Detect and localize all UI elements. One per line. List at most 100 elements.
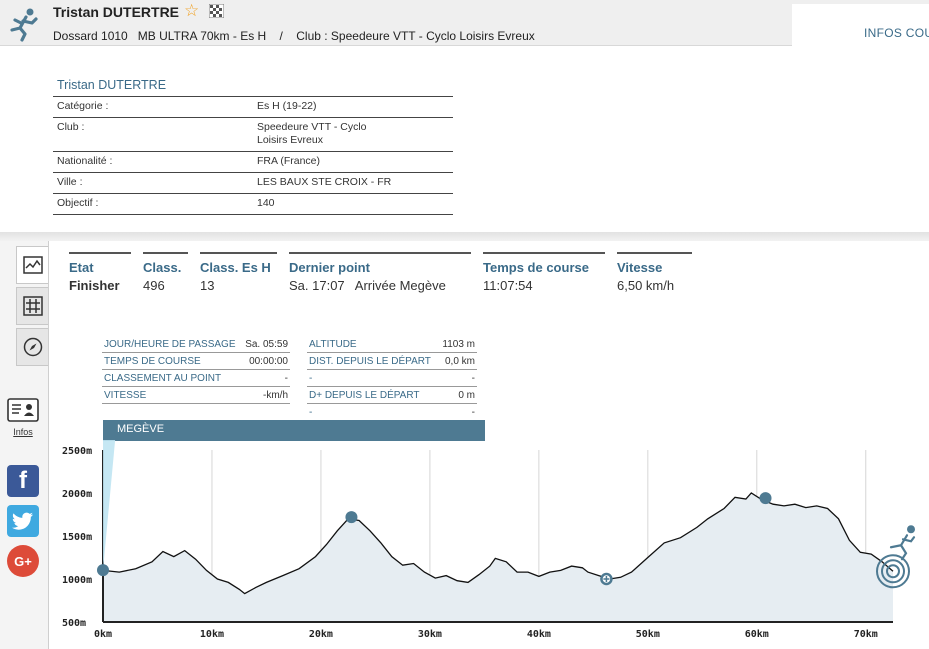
checkpoint-plus xyxy=(603,576,610,582)
finish-target-ring xyxy=(886,564,900,579)
checkpoint-banner: MEGÈVE xyxy=(103,420,485,441)
y-tick-label: 500m xyxy=(62,618,86,629)
stat-temps-course: Temps de course 11:07:54 xyxy=(483,252,605,293)
google-plus-share-button[interactable]: G+ xyxy=(7,545,39,577)
elevation-profile-chart[interactable]: 500m 1000m 1500m 2000m 2500m 0km 10km 20km 30km 4… xyxy=(50,440,929,649)
passage-row: TEMPS DE COURSE 00:00:00 xyxy=(102,353,290,370)
x-tick-label: 50km xyxy=(636,629,660,640)
infos-label: Infos xyxy=(13,427,33,437)
stat-label: Class. Es H xyxy=(200,260,271,275)
stat-class: Class. 496 xyxy=(143,252,188,293)
grid-view-button[interactable] xyxy=(16,287,48,325)
x-tick-label: 0km xyxy=(94,629,112,640)
bib-number: Dossard 1010 xyxy=(53,29,128,43)
runner-subtitle: Dossard 1010 MB ULTRA 70km - Es H / Club… xyxy=(53,29,535,43)
facebook-icon: f xyxy=(19,467,27,494)
info-value: LES BAUX STE CROIX - FR xyxy=(257,176,392,188)
compass-view-button[interactable] xyxy=(16,328,48,366)
passage-row: -- xyxy=(307,370,477,387)
passage-label: TEMPS DE COURSE xyxy=(104,355,201,367)
runner-info-table: Tristan DUTERTRE Catégorie : Es H (19-22… xyxy=(53,76,453,215)
stat-value: Sa. 17:07 Arrivée Megève xyxy=(289,278,446,293)
header-bar: Tristan DUTERTRE ☆ Dossard 1010 MB ULTRA… xyxy=(0,0,792,46)
tab-infos-course[interactable]: INFOS COUI xyxy=(792,0,929,46)
runner-name: Tristan DUTERTRE xyxy=(53,4,180,20)
passage-row: -- xyxy=(307,404,477,421)
passage-value: 0,0 km xyxy=(444,355,475,367)
info-label: Catégorie : xyxy=(57,100,109,112)
info-label: Ville : xyxy=(57,176,83,188)
stat-value: Finisher xyxy=(69,278,120,293)
race-name: MB ULTRA 70km - Es H xyxy=(137,29,267,43)
x-tick-label: 60km xyxy=(745,629,769,640)
info-value: 140 xyxy=(257,197,275,209)
stat-class-category: Class. Es H 13 xyxy=(200,252,277,293)
passage-label: VITESSE xyxy=(104,389,147,401)
passage-label: CLASSEMENT AU POINT xyxy=(104,372,222,384)
info-row: Nationalité : FRA (France) xyxy=(53,152,453,173)
passage-row: VITESSE -km/h xyxy=(102,387,290,404)
tab-infos-course-label: INFOS COUI xyxy=(864,26,929,40)
twitter-share-button[interactable] xyxy=(7,505,39,537)
x-tick-label: 30km xyxy=(418,629,442,640)
finish-target-ring xyxy=(881,559,905,584)
compass-icon xyxy=(23,337,42,357)
stat-value: 11:07:54 xyxy=(483,278,533,293)
passage-value: - xyxy=(471,407,475,418)
passage-label: JOUR/HEURE DE PASSAGE xyxy=(104,338,236,350)
stat-label: Vitesse xyxy=(617,260,663,275)
info-row: Objectif : 140 xyxy=(53,194,453,215)
passage-row: ALTITUDE 1103 m xyxy=(307,336,477,353)
stat-value: 13 xyxy=(200,278,215,293)
passage-value: Sa. 05:59 xyxy=(245,338,288,350)
info-row: Club : Speedeure VTT - Cyclo Loisirs Evr… xyxy=(53,118,453,152)
x-tick-label: 40km xyxy=(527,629,551,640)
passage-value: 0 m xyxy=(458,389,475,401)
twitter-icon xyxy=(12,512,33,530)
passage-label: DIST. DEPUIS LE DÉPART xyxy=(309,355,431,367)
passage-label: ALTITUDE xyxy=(309,338,357,350)
y-tick-label: 1500m xyxy=(62,532,92,543)
checkpoint-pointer xyxy=(103,440,116,571)
info-value: FRA (France) xyxy=(257,155,321,167)
facebook-share-button[interactable]: f xyxy=(7,465,39,497)
stat-dernier-point: Dernier point Sa. 17:07 Arrivée Megève xyxy=(289,252,471,293)
passage-details-right: ALTITUDE 1103 m DIST. DEPUIS LE DÉPART 0,0… xyxy=(307,336,477,421)
id-card-icon xyxy=(7,398,39,422)
passage-row: DIST. DEPUIS LE DÉPART 0,0 km xyxy=(307,353,477,370)
y-tick-label: 1000m xyxy=(62,575,92,586)
checkpoint-marker xyxy=(759,492,772,505)
x-tick-label: 20km xyxy=(309,629,333,640)
stat-vitesse: Vitesse 6,50 km/h xyxy=(617,252,692,293)
runner-position-head xyxy=(907,525,915,534)
passage-label: - xyxy=(309,372,313,384)
favorite-star-icon[interactable]: ☆ xyxy=(184,1,200,21)
info-value: Es H (19-22) xyxy=(257,100,317,112)
stat-label: Etat xyxy=(69,260,94,275)
left-toolbar: Infos f G+ xyxy=(0,241,49,649)
info-label: Objectif : xyxy=(57,197,99,209)
section-divider xyxy=(0,232,929,241)
grid-icon xyxy=(22,296,43,316)
stat-etat: Etat Finisher xyxy=(69,252,131,293)
stat-label: Temps de course xyxy=(483,260,589,275)
info-row: Ville : LES BAUX STE CROIX - FR xyxy=(53,173,453,194)
stat-value: 6,50 km/h xyxy=(617,278,675,293)
y-tick-label: 2000m xyxy=(62,489,92,500)
chart-icon xyxy=(22,256,43,274)
elevation-area xyxy=(103,493,893,622)
passage-value: 1103 m xyxy=(442,338,475,350)
x-tick-label: 10km xyxy=(200,629,224,640)
passage-row: JOUR/HEURE DE PASSAGE Sa. 05:59 xyxy=(102,336,290,353)
y-tick-label: 2500m xyxy=(62,446,92,457)
passage-value: -km/h xyxy=(263,389,288,401)
checkered-flag-icon[interactable] xyxy=(209,4,224,18)
profile-view-button[interactable] xyxy=(16,246,48,284)
info-label: Club : xyxy=(57,121,85,133)
passage-label: - xyxy=(309,407,313,418)
checkpoint-marker xyxy=(345,511,358,524)
stat-label: Class. xyxy=(143,260,182,275)
infos-button[interactable]: Infos xyxy=(7,398,39,437)
passage-row: CLASSEMENT AU POINT - xyxy=(102,370,290,387)
passage-label: D+ DEPUIS LE DÉPART xyxy=(309,389,420,401)
